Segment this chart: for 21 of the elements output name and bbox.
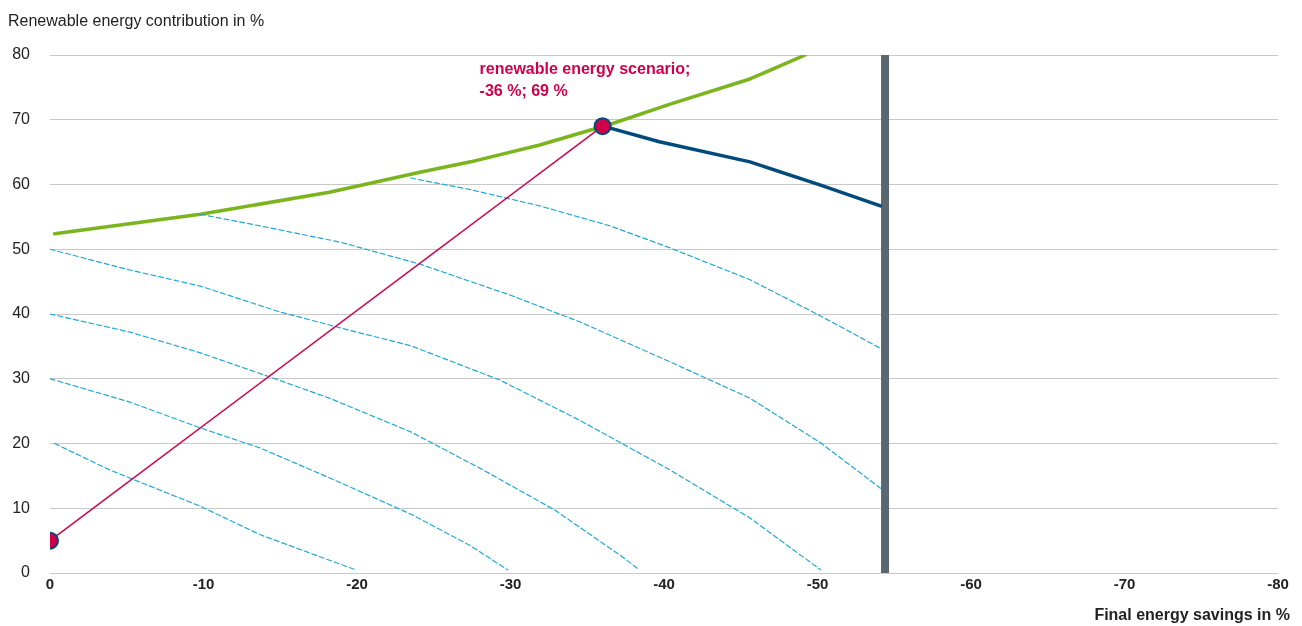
x-tick-label: -50 xyxy=(806,575,829,593)
y-tick-label: 10 xyxy=(12,498,31,516)
x-tick-label: 0 xyxy=(45,575,55,593)
y-tick-label: 20 xyxy=(12,433,31,451)
y-axis-title: Renewable energy contribution in % xyxy=(8,12,265,30)
annotation: renewable energy scenario; -36 %; 69 % xyxy=(479,60,691,100)
x-tick-label: -10 xyxy=(192,575,215,593)
y-tick-label: 0 xyxy=(21,563,31,581)
y-tick-label: 70 xyxy=(12,110,31,128)
y-tick-label: 80 xyxy=(12,45,31,63)
x-tick-label: -80 xyxy=(1267,575,1289,593)
y-tick-label: 50 xyxy=(12,239,31,257)
x-tick-label: -20 xyxy=(346,575,368,593)
y-tick-label: 30 xyxy=(12,369,31,387)
y-tick-label: 60 xyxy=(12,174,31,192)
x-tick-label: -30 xyxy=(499,575,522,593)
x-tick-label: -60 xyxy=(960,575,982,593)
x-axis-title: Final energy savings in % xyxy=(1094,606,1290,624)
y-tick-label: 40 xyxy=(12,304,31,322)
x-tick-label: -70 xyxy=(1113,575,1136,593)
x-tick-label: -40 xyxy=(653,575,675,593)
